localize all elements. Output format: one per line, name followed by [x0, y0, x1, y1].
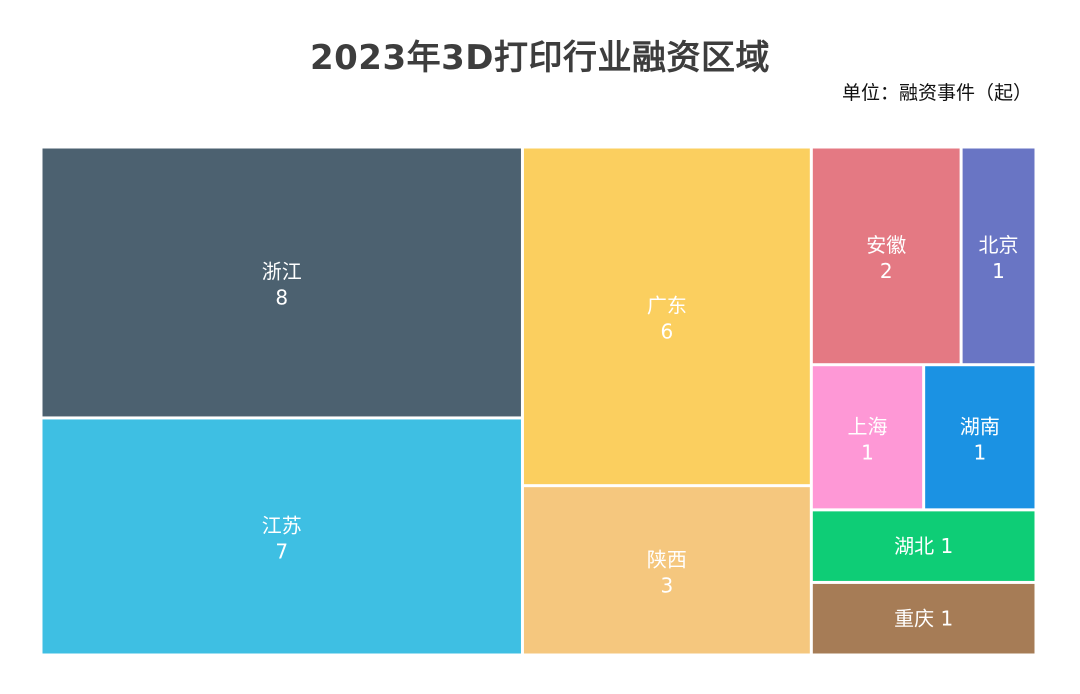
treemap-tile-anhui[interactable]: 安徽2: [812, 148, 960, 364]
tile-name-hunan: 湖南: [960, 414, 1000, 438]
tile-value-shaanxi: 3: [661, 573, 674, 597]
tile-rect-shanghai: [812, 366, 923, 509]
tile-rect-shaanxi: [523, 487, 810, 654]
chart-unit-label: 单位：融资事件（起）: [841, 82, 1032, 104]
treemap-tile-guangdong[interactable]: 广东6: [523, 148, 810, 485]
tile-value-guangdong: 6: [661, 319, 674, 343]
treemap-tile-zhejiang[interactable]: 浙江8: [42, 148, 521, 417]
chart-title: 2023年3D打印行业融资区域: [309, 38, 770, 78]
treemap-tile-chongqing[interactable]: 重庆 1: [812, 583, 1035, 654]
tile-value-beijing: 1: [992, 259, 1005, 283]
tile-rect-chongqing: [812, 583, 1035, 654]
tile-label-hubei: 湖北 1: [894, 534, 953, 558]
tile-rect-beijing: [962, 148, 1035, 364]
tile-label-chongqing: 重庆 1: [894, 607, 953, 631]
treemap-tile-hunan[interactable]: 湖南1: [925, 366, 1035, 509]
tile-name-zhejiang: 浙江: [262, 259, 302, 283]
tile-rect-jiangsu: [42, 419, 521, 654]
treemap-tile-shaanxi[interactable]: 陕西3: [523, 487, 810, 654]
tile-value-hunan: 1: [973, 440, 986, 464]
tile-name-shaanxi: 陕西: [647, 547, 687, 571]
tile-value-anhui: 2: [880, 259, 893, 283]
treemap-tile-hubei[interactable]: 湖北 1: [812, 511, 1035, 581]
tile-rect-anhui: [812, 148, 960, 364]
treemap-tile-beijing[interactable]: 北京1: [962, 148, 1035, 364]
tile-name-anhui: 安徽: [866, 233, 906, 257]
tile-rect-hubei: [812, 511, 1035, 581]
tile-rect-zhejiang: [42, 148, 521, 417]
tile-value-zhejiang: 8: [275, 285, 288, 309]
tile-name-guangdong: 广东: [647, 293, 687, 317]
tile-value-shanghai: 1: [861, 440, 874, 464]
treemap-tile-shanghai[interactable]: 上海1: [812, 366, 923, 509]
tile-name-beijing: 北京: [979, 233, 1019, 257]
tile-name-shanghai: 上海: [847, 414, 887, 438]
treemap-tile-jiangsu[interactable]: 江苏7: [42, 419, 521, 654]
tile-value-jiangsu: 7: [275, 539, 288, 563]
tile-rect-hunan: [925, 366, 1035, 509]
tile-rect-guangdong: [523, 148, 810, 485]
tile-name-jiangsu: 江苏: [262, 513, 302, 537]
